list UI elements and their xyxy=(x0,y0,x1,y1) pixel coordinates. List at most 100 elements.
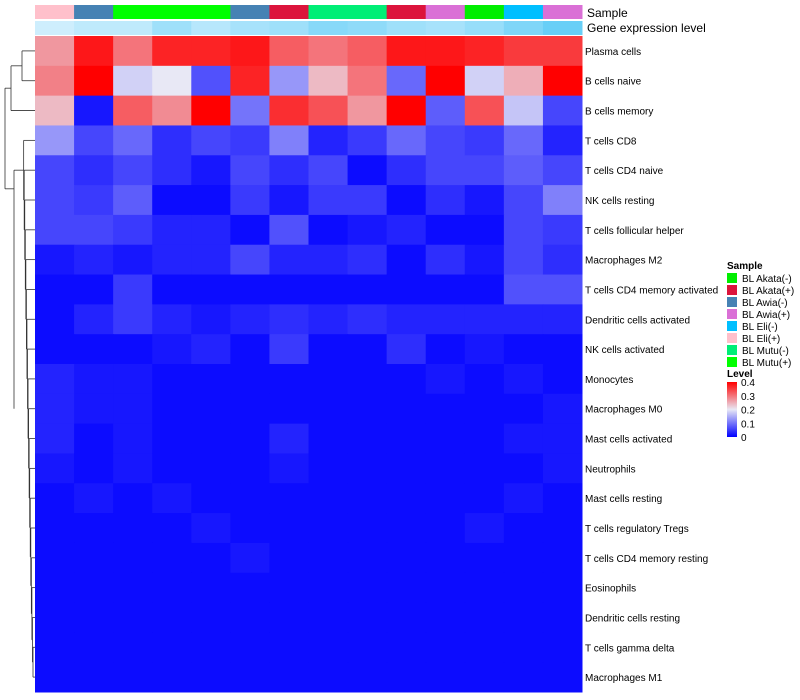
row-label: Dendritic cells resting xyxy=(585,613,680,624)
heatmap-cell xyxy=(191,364,231,395)
heatmap-cell xyxy=(425,453,466,484)
heatmap-cell xyxy=(503,65,544,97)
heatmap-cell xyxy=(464,95,505,126)
heatmap-cell xyxy=(152,334,192,365)
heatmap-cell xyxy=(425,364,466,395)
heatmap-cell xyxy=(230,632,270,663)
heatmap-cell xyxy=(35,95,75,126)
legend-entry-label: BL Akata(+) xyxy=(742,286,794,297)
heatmap-cell xyxy=(113,36,153,67)
heatmap-cell xyxy=(347,542,388,574)
heatmap-cell xyxy=(386,393,427,425)
heatmap-cell xyxy=(191,453,231,484)
legend-entry-label: BL Mutu(+) xyxy=(742,358,791,369)
heatmap-cell xyxy=(347,602,388,633)
row-label: B cells memory xyxy=(585,107,653,118)
expression-annotation-cell xyxy=(347,21,388,35)
heatmap-cell xyxy=(347,393,388,425)
heatmap-cell xyxy=(542,632,583,663)
row-label: T cells gamma delta xyxy=(585,643,675,654)
heatmap-cell xyxy=(425,334,466,365)
heatmap-cell xyxy=(230,125,270,156)
row-label: T cells CD8 xyxy=(585,136,637,147)
heatmap-cell xyxy=(308,95,349,126)
expression-annotation-cell xyxy=(230,21,270,35)
heatmap-cell xyxy=(542,185,583,216)
heatmap-cell xyxy=(113,274,153,305)
heatmap-cell xyxy=(347,572,388,604)
heatmap-cell xyxy=(425,214,466,246)
level-tick-label: 0.1 xyxy=(741,419,755,430)
heatmap-cell xyxy=(503,542,544,574)
heatmap-cell xyxy=(425,274,466,305)
heatmap-cell xyxy=(230,155,270,186)
heatmap-cell xyxy=(230,334,270,365)
heatmap-cell xyxy=(152,304,192,335)
heatmap-cell xyxy=(386,155,427,186)
heatmap-cell xyxy=(269,572,309,604)
heatmap-cell xyxy=(230,453,270,484)
row-label: Macrophages M0 xyxy=(585,405,663,416)
heatmap-cell xyxy=(230,662,270,693)
heatmap-cell xyxy=(152,36,192,67)
heatmap-cell xyxy=(113,513,153,544)
heatmap-cell xyxy=(347,334,388,365)
heatmap-cell xyxy=(269,393,309,425)
heatmap-cell xyxy=(191,572,231,604)
heatmap-cell xyxy=(386,244,427,276)
heatmap-cell xyxy=(308,274,349,305)
heatmap-cell xyxy=(542,125,583,156)
legend-swatch xyxy=(727,297,737,307)
heatmap-cell xyxy=(425,36,466,67)
heatmap-cell xyxy=(191,513,231,544)
heatmap-cell xyxy=(503,304,544,335)
level-color-bar xyxy=(727,382,737,437)
row-label: Neutrophils xyxy=(585,464,636,475)
heatmap-cell xyxy=(503,214,544,246)
heatmap-cell xyxy=(74,334,114,365)
heatmap-cell xyxy=(230,304,270,335)
heatmap-cell xyxy=(347,185,388,216)
heatmap-cell xyxy=(503,185,544,216)
heatmap-cell xyxy=(347,125,388,156)
heatmap-cell xyxy=(113,364,153,395)
heatmap-cell xyxy=(35,65,75,97)
heatmap-cell xyxy=(113,65,153,97)
heatmap-cell xyxy=(191,393,231,425)
heatmap-cell xyxy=(308,513,349,544)
heatmap-cell xyxy=(425,244,466,276)
heatmap-cell xyxy=(503,274,544,305)
heatmap-cell xyxy=(503,572,544,604)
heatmap-cell xyxy=(230,513,270,544)
heatmap-cell xyxy=(74,274,114,305)
heatmap-cell xyxy=(269,483,309,514)
sample-annotation-cell xyxy=(542,5,583,19)
heatmap-cell xyxy=(269,244,309,276)
heatmap-cell xyxy=(464,155,505,186)
heatmap-cell xyxy=(542,423,583,454)
row-label: Mast cells resting xyxy=(585,494,662,505)
legend-swatch xyxy=(727,321,737,331)
heatmap-cell xyxy=(386,602,427,633)
heatmap-cell xyxy=(269,36,309,67)
heatmap-cell xyxy=(347,214,388,246)
sample-annotation-cell xyxy=(503,5,544,19)
level-tick-label: 0.3 xyxy=(741,392,755,403)
expression-annotation-cell xyxy=(386,21,427,35)
heatmap-cell xyxy=(35,632,75,663)
heatmap-cell xyxy=(230,423,270,454)
heatmap-cell xyxy=(542,214,583,246)
heatmap-cell xyxy=(152,572,192,604)
sample-annotation-cell xyxy=(230,5,270,19)
row-label: Macrophages M1 xyxy=(585,673,663,684)
sample-annotation-cell xyxy=(308,5,349,19)
heatmap-cell xyxy=(191,602,231,633)
heatmap-cell xyxy=(113,334,153,365)
heatmap-cell xyxy=(542,542,583,574)
expression-annotation-cell xyxy=(425,21,466,35)
level-tick-label: 0 xyxy=(741,433,747,444)
heatmap-cell xyxy=(308,393,349,425)
heatmap-cell xyxy=(230,542,270,574)
heatmap-cell xyxy=(347,453,388,484)
